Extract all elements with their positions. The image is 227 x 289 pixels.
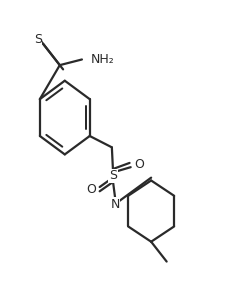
- Text: O: O: [135, 158, 144, 171]
- Text: O: O: [86, 183, 96, 196]
- Text: S: S: [34, 33, 42, 46]
- Text: NH₂: NH₂: [91, 53, 115, 66]
- Text: N: N: [111, 197, 120, 210]
- Text: S: S: [109, 169, 117, 182]
